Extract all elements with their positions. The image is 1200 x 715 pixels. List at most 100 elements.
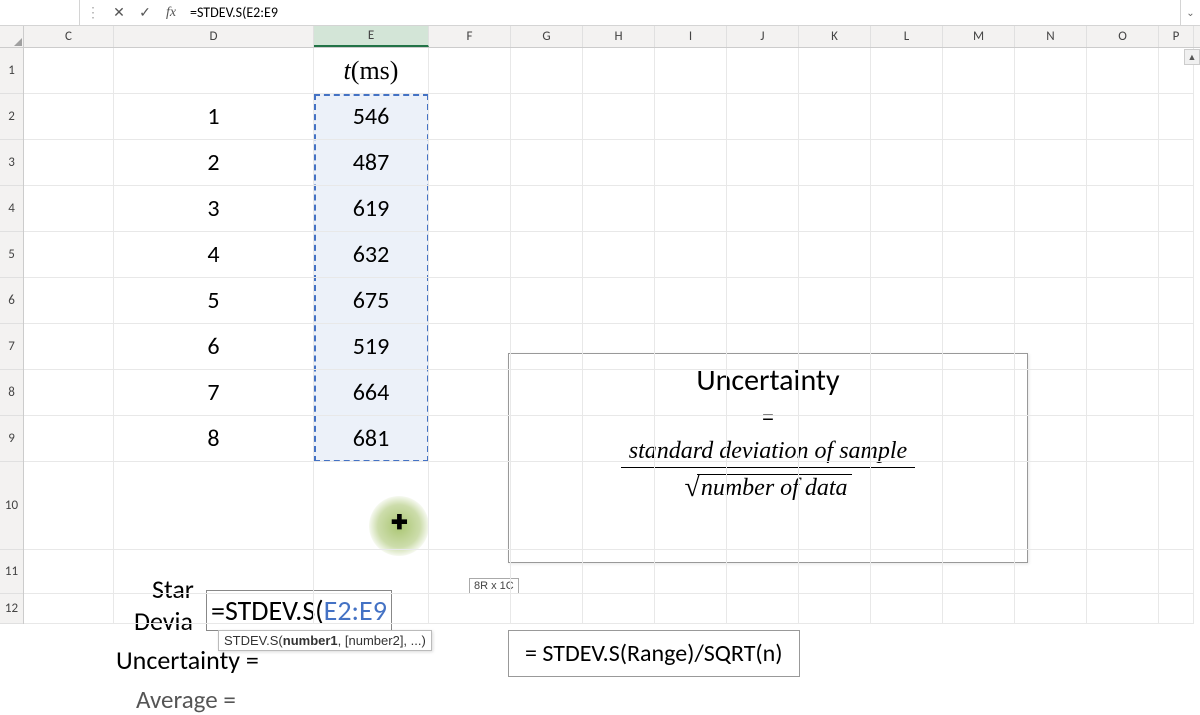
- cell[interactable]: [871, 370, 943, 416]
- cell[interactable]: [114, 462, 314, 550]
- cell[interactable]: [1159, 416, 1194, 462]
- col-header-L[interactable]: L: [871, 26, 943, 47]
- cell-E4[interactable]: 619: [314, 186, 429, 232]
- cell[interactable]: [1087, 48, 1159, 94]
- cell[interactable]: [943, 416, 1015, 462]
- cell[interactable]: [727, 232, 799, 278]
- cell[interactable]: [1015, 278, 1087, 324]
- cell-D9[interactable]: 8: [114, 416, 314, 462]
- cell[interactable]: [655, 278, 727, 324]
- row-header-12[interactable]: 12: [0, 594, 23, 624]
- cell-D4[interactable]: 3: [114, 186, 314, 232]
- cell[interactable]: [1087, 140, 1159, 186]
- cell-D6[interactable]: 5: [114, 278, 314, 324]
- cell[interactable]: [799, 278, 871, 324]
- cell[interactable]: [1159, 140, 1194, 186]
- cell[interactable]: [1087, 370, 1159, 416]
- cell[interactable]: [583, 278, 655, 324]
- cell[interactable]: [1087, 94, 1159, 140]
- cell[interactable]: [114, 48, 314, 94]
- select-all-corner[interactable]: [0, 26, 24, 47]
- cell-D2[interactable]: 1: [114, 94, 314, 140]
- cell[interactable]: [727, 48, 799, 94]
- cell-E1[interactable]: t (ms): [314, 48, 429, 94]
- cell[interactable]: [943, 324, 1015, 370]
- cell[interactable]: [1159, 278, 1194, 324]
- col-header-H[interactable]: H: [583, 26, 655, 47]
- cell[interactable]: [429, 550, 511, 594]
- cell[interactable]: [429, 416, 511, 462]
- cell[interactable]: [727, 370, 799, 416]
- cell[interactable]: [943, 278, 1015, 324]
- cell[interactable]: [314, 594, 429, 624]
- row-header-8[interactable]: 8: [0, 370, 23, 416]
- cell-E8[interactable]: 664: [314, 370, 429, 416]
- enter-icon[interactable]: ✓: [132, 0, 158, 25]
- cell[interactable]: [943, 140, 1015, 186]
- cell[interactable]: [24, 550, 114, 594]
- cell[interactable]: [871, 186, 943, 232]
- cell[interactable]: [511, 232, 583, 278]
- cell[interactable]: [727, 186, 799, 232]
- row-header-3[interactable]: 3: [0, 140, 23, 186]
- name-box[interactable]: [0, 0, 80, 25]
- cell[interactable]: [871, 278, 943, 324]
- cell[interactable]: [1087, 462, 1159, 550]
- cell[interactable]: [511, 94, 583, 140]
- cell[interactable]: [583, 462, 655, 550]
- cell[interactable]: [511, 462, 583, 550]
- cell-E9[interactable]: 681: [314, 416, 429, 462]
- cell[interactable]: [655, 370, 727, 416]
- cell[interactable]: [114, 550, 314, 594]
- cell[interactable]: [583, 232, 655, 278]
- cell[interactable]: [429, 232, 511, 278]
- cells-area[interactable]: 8R x 1C Star Devia Uncertainty = Average…: [24, 48, 1200, 624]
- cell[interactable]: [943, 370, 1015, 416]
- cell[interactable]: [1087, 186, 1159, 232]
- cell[interactable]: [799, 594, 871, 624]
- cell[interactable]: [114, 594, 314, 624]
- col-header-I[interactable]: I: [655, 26, 727, 47]
- cell[interactable]: [583, 416, 655, 462]
- cell[interactable]: [799, 48, 871, 94]
- row-header-5[interactable]: 5: [0, 232, 23, 278]
- col-header-J[interactable]: J: [727, 26, 799, 47]
- cell[interactable]: [583, 48, 655, 94]
- cell[interactable]: [943, 94, 1015, 140]
- col-header-M[interactable]: M: [943, 26, 1015, 47]
- cell[interactable]: [727, 462, 799, 550]
- cell[interactable]: [943, 550, 1015, 594]
- cell[interactable]: [24, 462, 114, 550]
- cell[interactable]: [943, 462, 1015, 550]
- cancel-icon[interactable]: ✕: [106, 0, 132, 25]
- cell[interactable]: [511, 140, 583, 186]
- cell[interactable]: [24, 278, 114, 324]
- cell[interactable]: [1159, 94, 1194, 140]
- col-header-O[interactable]: O: [1087, 26, 1159, 47]
- cell[interactable]: [511, 370, 583, 416]
- cell[interactable]: [583, 94, 655, 140]
- cell[interactable]: [871, 94, 943, 140]
- scroll-up-icon[interactable]: ▲: [1184, 49, 1200, 65]
- cell[interactable]: [727, 278, 799, 324]
- cell[interactable]: [727, 324, 799, 370]
- cell[interactable]: [727, 140, 799, 186]
- cell[interactable]: [655, 416, 727, 462]
- cell[interactable]: [1015, 232, 1087, 278]
- col-header-N[interactable]: N: [1015, 26, 1087, 47]
- cell[interactable]: [655, 232, 727, 278]
- cell[interactable]: [314, 462, 429, 550]
- row-header-2[interactable]: 2: [0, 94, 23, 140]
- cell[interactable]: [799, 94, 871, 140]
- menu-dots-icon[interactable]: ⋮: [80, 0, 106, 25]
- cell[interactable]: [1015, 594, 1087, 624]
- cell[interactable]: [655, 94, 727, 140]
- formula-input[interactable]: [184, 0, 1180, 25]
- cell[interactable]: [1015, 140, 1087, 186]
- cell[interactable]: [799, 416, 871, 462]
- cell[interactable]: [24, 48, 114, 94]
- cell[interactable]: [871, 232, 943, 278]
- cell[interactable]: [24, 370, 114, 416]
- cell[interactable]: [871, 550, 943, 594]
- cell[interactable]: [583, 324, 655, 370]
